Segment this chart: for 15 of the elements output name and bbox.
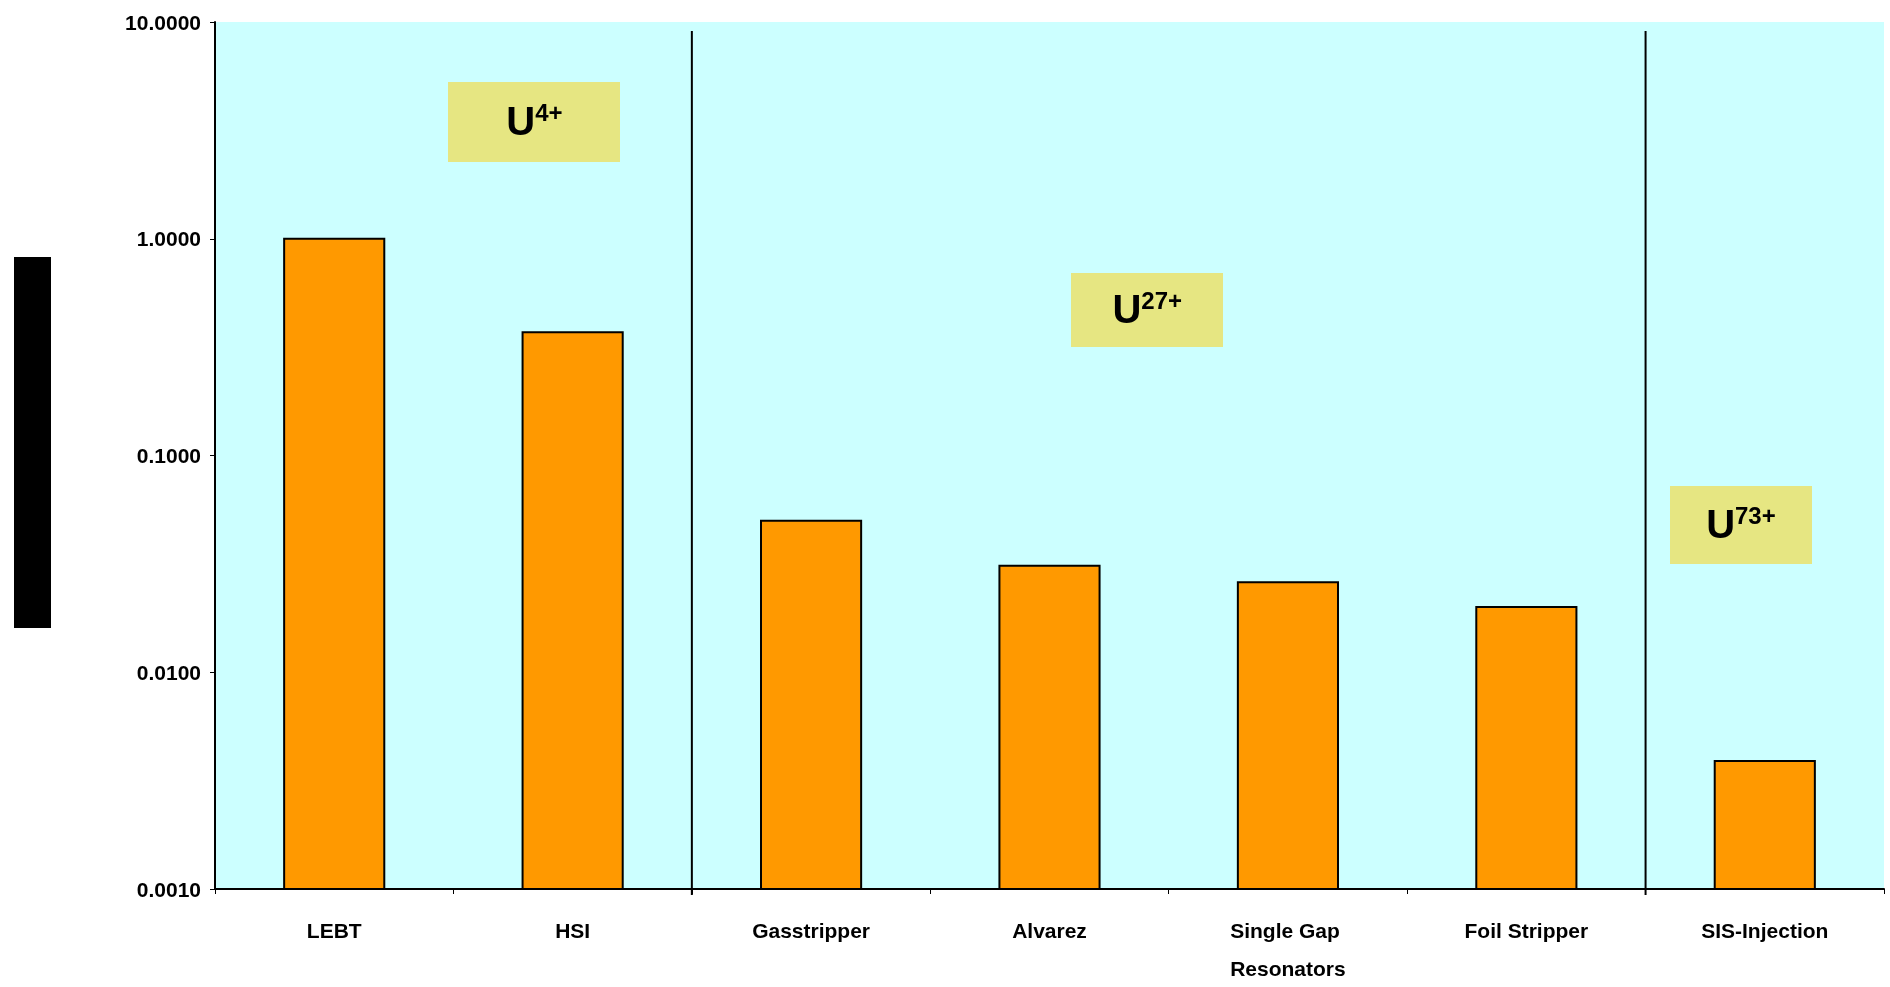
x-tick-label: HSI	[555, 918, 591, 942]
x-tick-label: LEBT	[306, 918, 362, 942]
x-tick-label: Single Gap Resonators	[1230, 918, 1346, 980]
y-tick-label: 10.0000	[125, 10, 201, 34]
annotation: U$^{27+}$	[1112, 287, 1183, 333]
y-tick-label: 0.1000	[136, 444, 201, 467]
x-tick-label: Gasstripper	[752, 918, 871, 942]
x-tick-label: Alvarez	[1012, 918, 1087, 942]
annotation: U$^{4+}$	[506, 99, 563, 145]
y-tick-label: 0.0100	[136, 660, 201, 684]
x-tick-label: Foil Stripper	[1464, 918, 1589, 942]
y-tick-label: 0.0010	[136, 877, 201, 901]
x-tick-label: SIS-Injection	[1701, 918, 1829, 942]
annotation: U$^{73+}$	[1706, 502, 1776, 548]
y-tick-label: 1.0000	[136, 227, 201, 251]
